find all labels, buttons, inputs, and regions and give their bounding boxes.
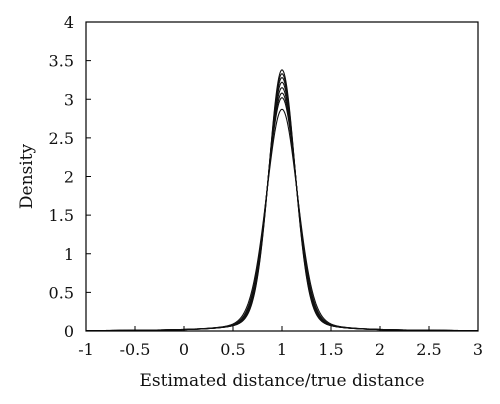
x-tick-label: 2.5: [416, 340, 441, 359]
density-curve-4: [86, 81, 478, 332]
x-tick-label: 2: [375, 340, 385, 359]
y-tick-label: 0: [64, 322, 74, 341]
y-tick-label: 0.5: [49, 283, 74, 302]
x-tick-label: -0.5: [120, 340, 151, 359]
y-tick-label: 3.5: [49, 52, 74, 71]
density-curve-7: [86, 97, 478, 332]
x-tick-labels: -1 -0.5 0 0.5 1 1.5 2 2.5 3: [78, 340, 483, 359]
x-tick-label: 1: [277, 340, 287, 359]
density-curve-3: [85, 77, 479, 332]
y-tick-label: 2: [64, 168, 74, 187]
y-axis-label: Density: [17, 143, 37, 209]
y-tick-label: 1: [64, 245, 74, 264]
y-tick-label: 3: [64, 90, 74, 109]
x-axis-label: Estimated distance/true distance: [139, 371, 424, 391]
y-tick-labels: 0 0.5 1 1.5 2 2.5 3 3.5 4: [49, 13, 74, 341]
density-curve-5: [86, 87, 478, 332]
x-tick-label: 0: [179, 340, 189, 359]
density-curves: [85, 69, 479, 332]
x-tick-label: 1.5: [318, 340, 343, 359]
y-tick-label: 2.5: [49, 129, 74, 148]
y-tick-label: 4: [64, 13, 74, 32]
x-tick-label: -1: [78, 340, 94, 359]
y-tick-label: 1.5: [49, 206, 74, 225]
plot-frame: [85, 21, 479, 332]
density-curve-2: [86, 73, 478, 332]
density-curve-8: [86, 108, 478, 332]
x-tick-label: 3: [473, 340, 483, 359]
axis-ticks: [85, 21, 479, 332]
x-tick-label: 0.5: [220, 340, 245, 359]
density-curve-6: [86, 92, 478, 332]
